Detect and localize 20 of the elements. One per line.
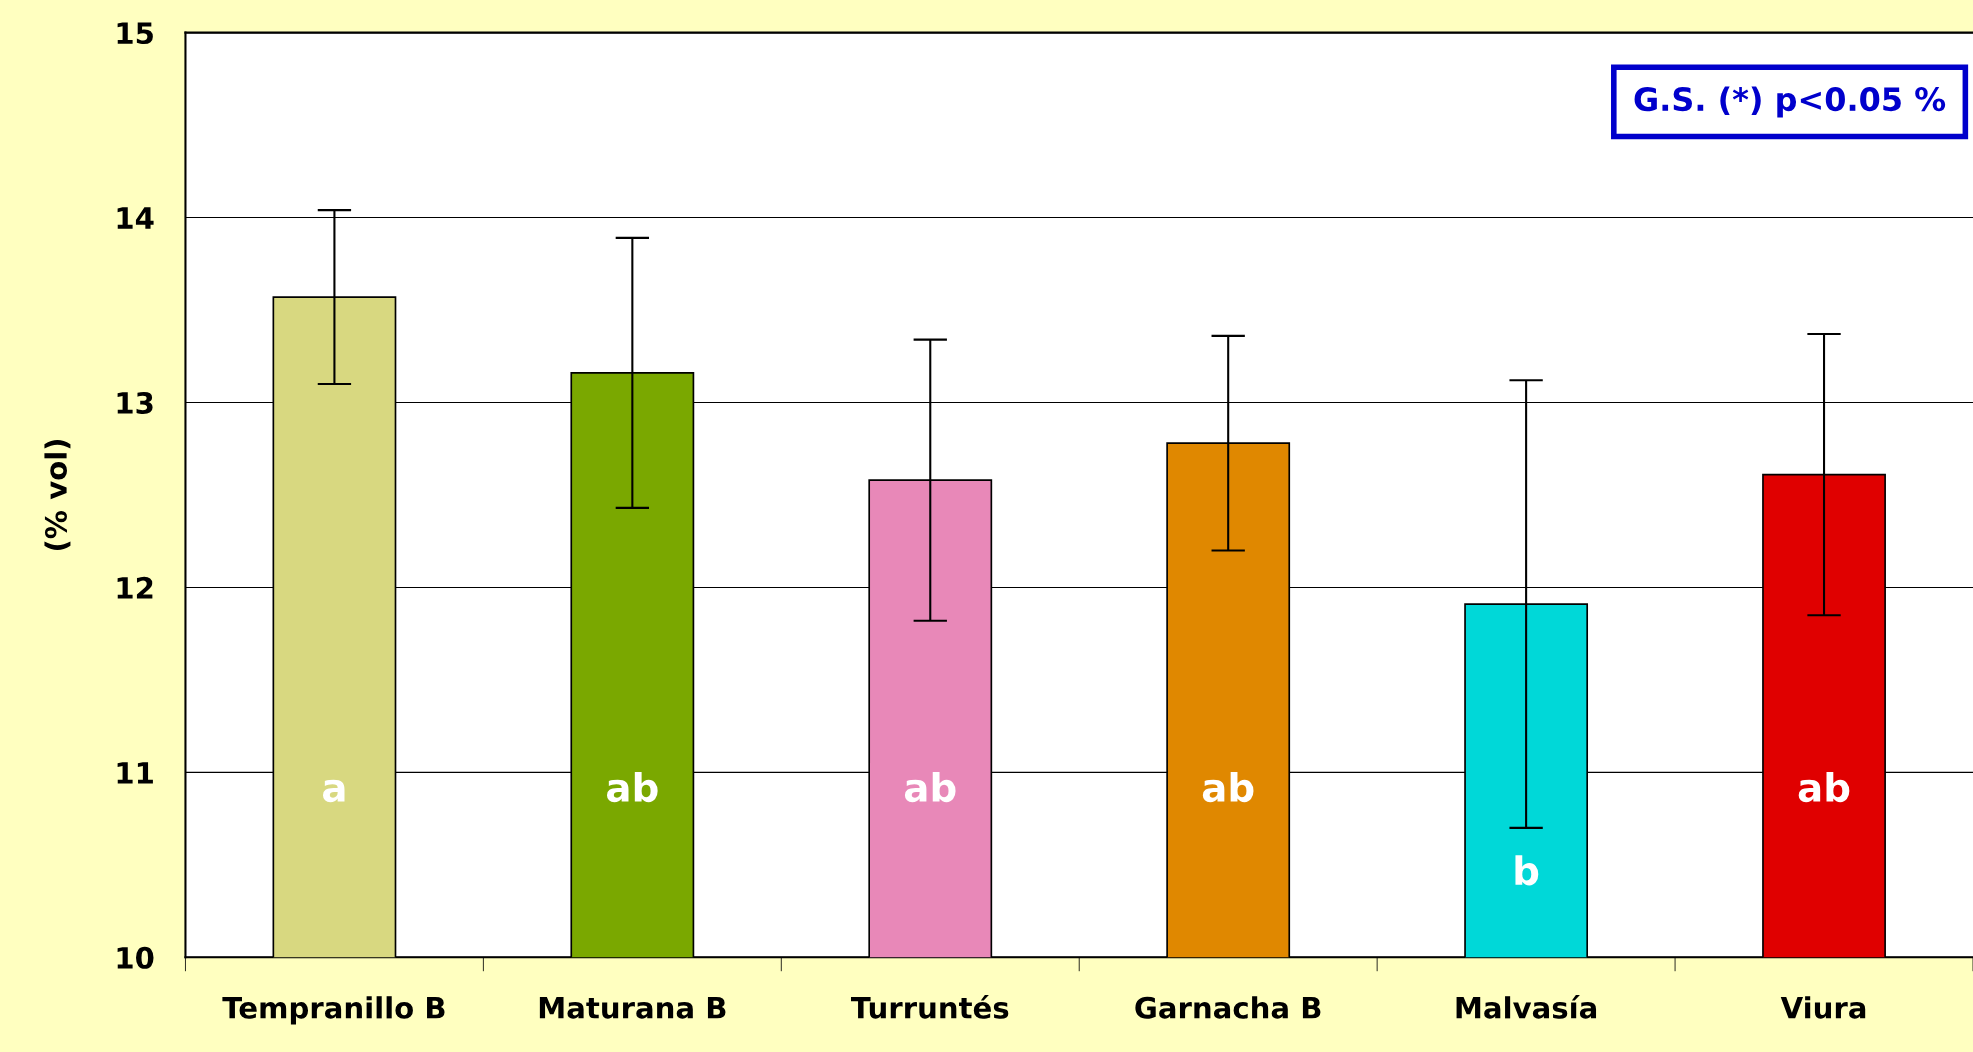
data-label: ab [606,772,658,803]
y-tick-label: 10 [117,946,154,969]
x-tick-label: Garnacha B [1135,996,1321,1019]
y-tick-label: 12 [117,576,153,599]
y-tick-label: 11 [117,762,153,784]
x-tick-label: Turruntés [851,995,1009,1019]
data-label: ab [904,772,956,803]
x-tick-label: Maturana B [539,997,726,1019]
y-tick-label: 14 [117,207,154,229]
x-tick-label: Viura [1780,996,1866,1019]
annotation: G.S. (*) p<0.05 % [1634,86,1946,118]
data-label: ab [1202,772,1254,803]
y-tick-label: 13 [117,391,153,414]
y-tick-label: 15 [117,22,153,45]
data-label: ab [1798,772,1850,803]
x-tick-label: Tempranillo B [222,996,445,1025]
data-label: a [322,779,345,803]
data-label: b [1515,855,1539,886]
x-tick-label: Malvasía [1456,995,1597,1019]
y-axis-title: (% vol) [44,439,71,550]
